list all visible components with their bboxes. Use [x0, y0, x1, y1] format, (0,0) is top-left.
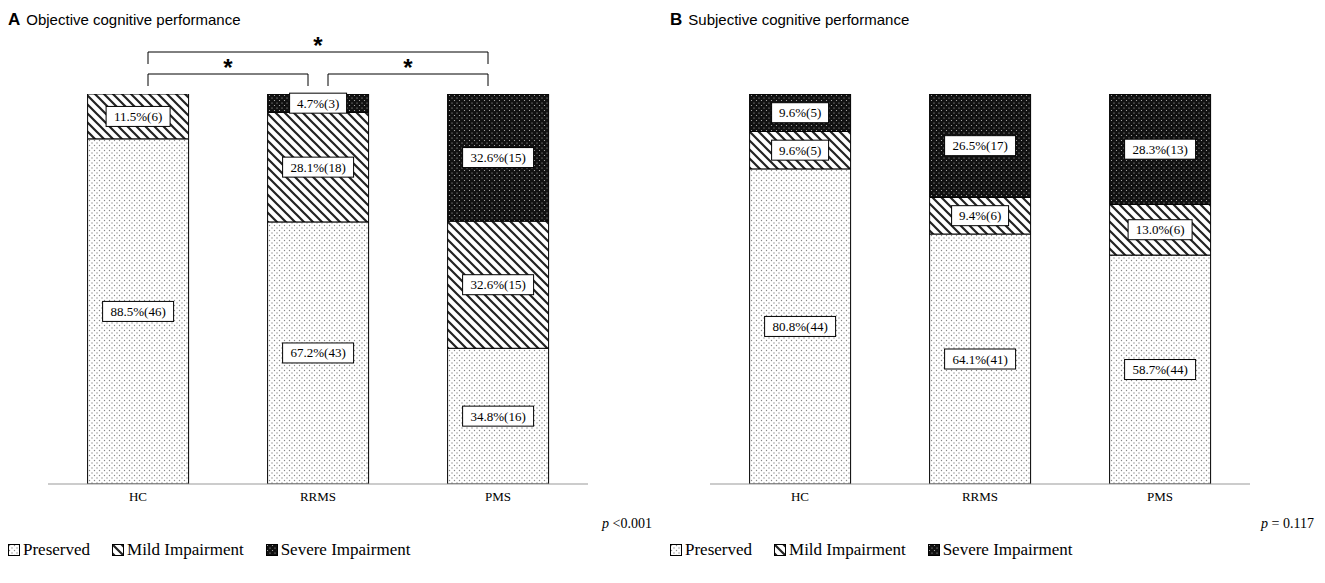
html-text:A Objective cognitive performa: A Objective cognitive performance — [8, 10, 241, 29]
html-text:Mild Impairment: Mild Impairment — [127, 540, 244, 559]
svg-text:HC: HC — [791, 489, 809, 504]
svg-text:*: * — [403, 54, 413, 81]
html-text:Mild Impairment: Mild Impairment — [789, 540, 906, 559]
html-text:p = 0.117: p = 0.117 — [1261, 516, 1314, 531]
html-text:Severe Impairment: Severe Impairment — [942, 540, 1073, 559]
svg-text:11.5%(6): 11.5%(6) — [114, 109, 162, 124]
svg-text:RRMS: RRMS — [300, 489, 336, 504]
svg-text:PMS: PMS — [1147, 489, 1173, 504]
svg-text:9.6%(5): 9.6%(5) — [779, 105, 821, 120]
svg-text:32.6%(15): 32.6%(15) — [470, 277, 525, 292]
svg-text:88.5%(46): 88.5%(46) — [110, 304, 165, 319]
svg-text:34.8%(16): 34.8%(16) — [470, 409, 525, 424]
svg-text:26.5%(17): 26.5%(17) — [952, 138, 1007, 153]
svg-text:64.1%(41): 64.1%(41) — [952, 352, 1007, 367]
html-text:Severe Impairment: Severe Impairment — [280, 540, 411, 559]
svg-text:4.7%(3): 4.7%(3) — [297, 96, 339, 111]
svg-text:28.3%(13): 28.3%(13) — [1132, 142, 1187, 157]
svg-text:80.8%(44): 80.8%(44) — [772, 319, 827, 334]
svg-text:PMS: PMS — [485, 489, 511, 504]
svg-text:HC: HC — [129, 489, 147, 504]
svg-text:58.7%(44): 58.7%(44) — [1132, 362, 1187, 377]
svg-text:9.6%(5): 9.6%(5) — [779, 143, 821, 158]
html-text:B Subjective cognitive perform: B Subjective cognitive performance — [670, 10, 910, 29]
html-text:Preserved: Preserved — [23, 540, 90, 559]
svg-text:9.4%(6): 9.4%(6) — [959, 208, 1001, 223]
svg-text:RRMS: RRMS — [962, 489, 998, 504]
svg-text:*: * — [313, 34, 323, 59]
svg-text:32.6%(15): 32.6%(15) — [470, 150, 525, 165]
html-text:p <0.001: p <0.001 — [602, 516, 652, 531]
html-text:Preserved: Preserved — [685, 540, 752, 559]
svg-text:67.2%(43): 67.2%(43) — [290, 345, 345, 360]
svg-text:28.1%(18): 28.1%(18) — [290, 160, 345, 175]
svg-text:13.0%(6): 13.0%(6) — [1136, 222, 1185, 237]
svg-text:*: * — [223, 54, 233, 81]
